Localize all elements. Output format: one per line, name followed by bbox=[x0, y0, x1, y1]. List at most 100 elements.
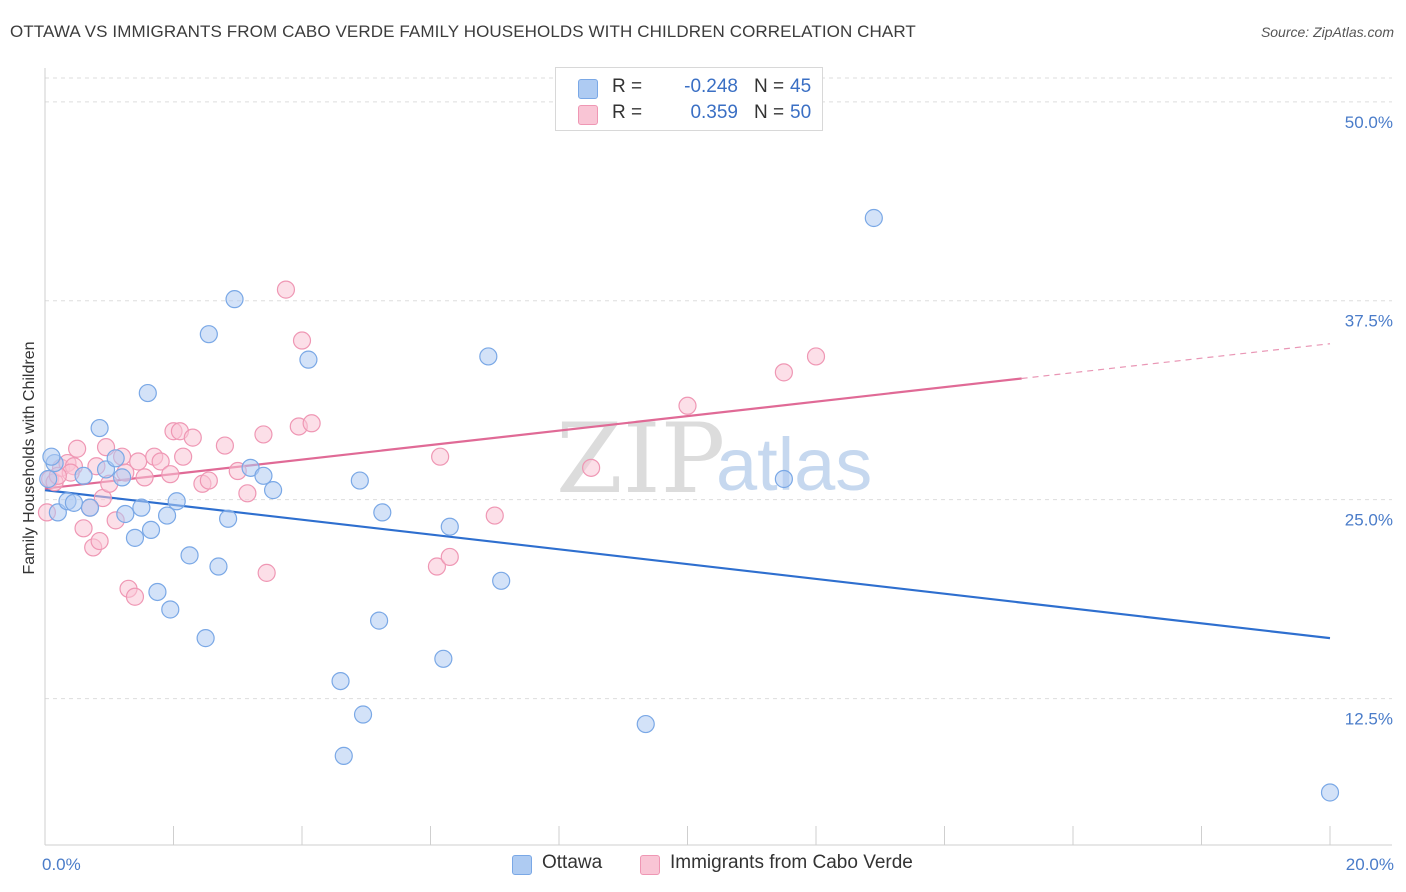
legend-n-label: N = bbox=[754, 102, 785, 123]
label-layer: 12.5% 25.0% 37.5% 50.0% 0.0% 20.0% Family Hous… bbox=[21, 113, 1394, 874]
data-point-ottawa bbox=[132, 498, 151, 517]
data-point-cabo-verde bbox=[90, 531, 109, 551]
data-point-ottawa bbox=[263, 481, 283, 500]
data-point-ottawa bbox=[334, 746, 353, 765]
data-point-cabo-verde bbox=[292, 331, 312, 350]
data-point-ottawa bbox=[64, 493, 84, 512]
legend-r-value: -0.248 bbox=[684, 76, 738, 97]
watermark-atlas: atlas bbox=[716, 423, 872, 506]
data-point-ottawa bbox=[157, 506, 177, 525]
trend-line-extension-1 bbox=[1021, 343, 1331, 380]
data-point-ottawa bbox=[106, 449, 125, 468]
data-point-cabo-verde bbox=[161, 465, 180, 484]
data-point-ottawa bbox=[350, 471, 369, 490]
data-point-ottawa bbox=[864, 208, 883, 228]
data-point-ottawa bbox=[116, 504, 135, 524]
legend-swatch-ottawa bbox=[578, 79, 598, 99]
data-point-cabo-verde bbox=[302, 414, 321, 433]
data-point-cabo-verde bbox=[582, 458, 601, 477]
data-point-ottawa bbox=[219, 509, 238, 528]
data-point-cabo-verde bbox=[774, 363, 793, 382]
y-tick-label: 25.0% bbox=[1345, 511, 1393, 530]
data-point-ottawa bbox=[370, 611, 389, 630]
data-point-cabo-verde bbox=[125, 587, 145, 606]
trend-line-0 bbox=[44, 489, 1331, 640]
data-point-cabo-verde bbox=[431, 447, 450, 466]
data-point-ottawa bbox=[138, 383, 157, 403]
data-point-cabo-verde bbox=[215, 436, 234, 455]
data-point-ottawa bbox=[90, 418, 109, 438]
data-point-ottawa bbox=[112, 468, 132, 487]
data-point-cabo-verde bbox=[151, 452, 170, 471]
legend-r-label: R = bbox=[612, 102, 643, 123]
chart-source: Source: ZipAtlas.com bbox=[1260, 24, 1394, 40]
bottom-legend-label-cabo-verde: Immigrants from Cabo Verde bbox=[670, 852, 913, 873]
watermark: ZIP atlas bbox=[556, 403, 872, 515]
data-point-cabo-verde bbox=[183, 428, 202, 447]
data-point-ottawa bbox=[80, 498, 100, 517]
trend-line-1 bbox=[44, 377, 1022, 490]
data-point-ottawa bbox=[225, 290, 244, 309]
data-point-ottawa bbox=[331, 671, 350, 691]
bottom-legend-label-ottawa: Ottawa bbox=[542, 852, 603, 873]
legend-r-label: R = bbox=[612, 76, 643, 97]
legend-r-value: 0.359 bbox=[690, 102, 738, 123]
legend-box: R = -0.248 N = 45 R = 0.359 N = 50 bbox=[555, 67, 823, 131]
data-point-ottawa bbox=[1320, 783, 1340, 802]
data-point-ottawa bbox=[167, 492, 186, 511]
bottom-legend-swatch-ottawa bbox=[512, 855, 532, 875]
data-point-cabo-verde bbox=[427, 557, 447, 576]
trend-layer bbox=[44, 343, 1331, 640]
data-point-ottawa bbox=[74, 466, 93, 485]
data-point-cabo-verde bbox=[129, 452, 148, 471]
x-tick-label-max: 20.0% bbox=[1346, 855, 1394, 874]
data-point-ottawa bbox=[353, 705, 373, 724]
data-point-cabo-verde bbox=[806, 347, 826, 366]
data-point-ottawa bbox=[209, 557, 228, 576]
data-point-cabo-verde bbox=[678, 396, 697, 415]
data-point-cabo-verde bbox=[440, 547, 459, 567]
x-tick-label-min: 0.0% bbox=[42, 855, 81, 874]
y-tick-label: 50.0% bbox=[1345, 113, 1393, 132]
bottom-legend: Ottawa Immigrants from Cabo Verde bbox=[0, 852, 1406, 878]
watermark-zip: ZIP bbox=[556, 403, 725, 515]
data-point-ottawa bbox=[434, 649, 453, 668]
data-point-cabo-verde bbox=[257, 563, 276, 582]
legend-swatch-cabo-verde bbox=[578, 105, 598, 125]
data-point-ottawa bbox=[479, 347, 498, 366]
data-point-ottawa bbox=[180, 546, 199, 565]
data-point-cabo-verde bbox=[254, 425, 273, 444]
data-point-ottawa bbox=[39, 469, 58, 489]
data-point-cabo-verde bbox=[135, 468, 154, 487]
y-axis-label: Family Households with Children bbox=[21, 342, 38, 575]
legend-n-label: N = bbox=[754, 76, 785, 97]
data-point-ottawa bbox=[636, 714, 655, 734]
data-point-cabo-verde bbox=[68, 439, 87, 458]
data-point-cabo-verde bbox=[174, 447, 193, 466]
data-point-ottawa bbox=[373, 503, 392, 522]
data-point-ottawa bbox=[299, 350, 318, 369]
y-tick-label: 12.5% bbox=[1345, 710, 1393, 729]
data-point-ottawa bbox=[254, 466, 273, 485]
legend-n-value: 50 bbox=[790, 102, 812, 123]
data-point-cabo-verde bbox=[485, 506, 504, 525]
legend-n-value: 45 bbox=[790, 76, 812, 97]
data-point-cabo-verde bbox=[276, 280, 296, 299]
data-point-ottawa bbox=[199, 325, 218, 344]
data-point-cabo-verde bbox=[238, 484, 257, 503]
data-point-ottawa bbox=[42, 447, 61, 466]
data-point-ottawa bbox=[141, 520, 161, 540]
chart-title: OTTAWA VS IMMIGRANTS FROM CABO VERDE FAM… bbox=[10, 22, 916, 41]
data-point-ottawa bbox=[774, 469, 793, 489]
data-point-ottawa bbox=[148, 582, 167, 602]
data-point-cabo-verde bbox=[199, 471, 218, 490]
data-point-ottawa bbox=[196, 629, 215, 648]
data-point-ottawa bbox=[125, 528, 145, 547]
data-point-ottawa bbox=[440, 517, 459, 536]
y-tick-label: 37.5% bbox=[1345, 312, 1393, 331]
grid-layer bbox=[45, 77, 1392, 700]
data-point-cabo-verde bbox=[74, 519, 93, 538]
data-point-ottawa bbox=[492, 571, 511, 590]
points-layer bbox=[37, 208, 1340, 802]
